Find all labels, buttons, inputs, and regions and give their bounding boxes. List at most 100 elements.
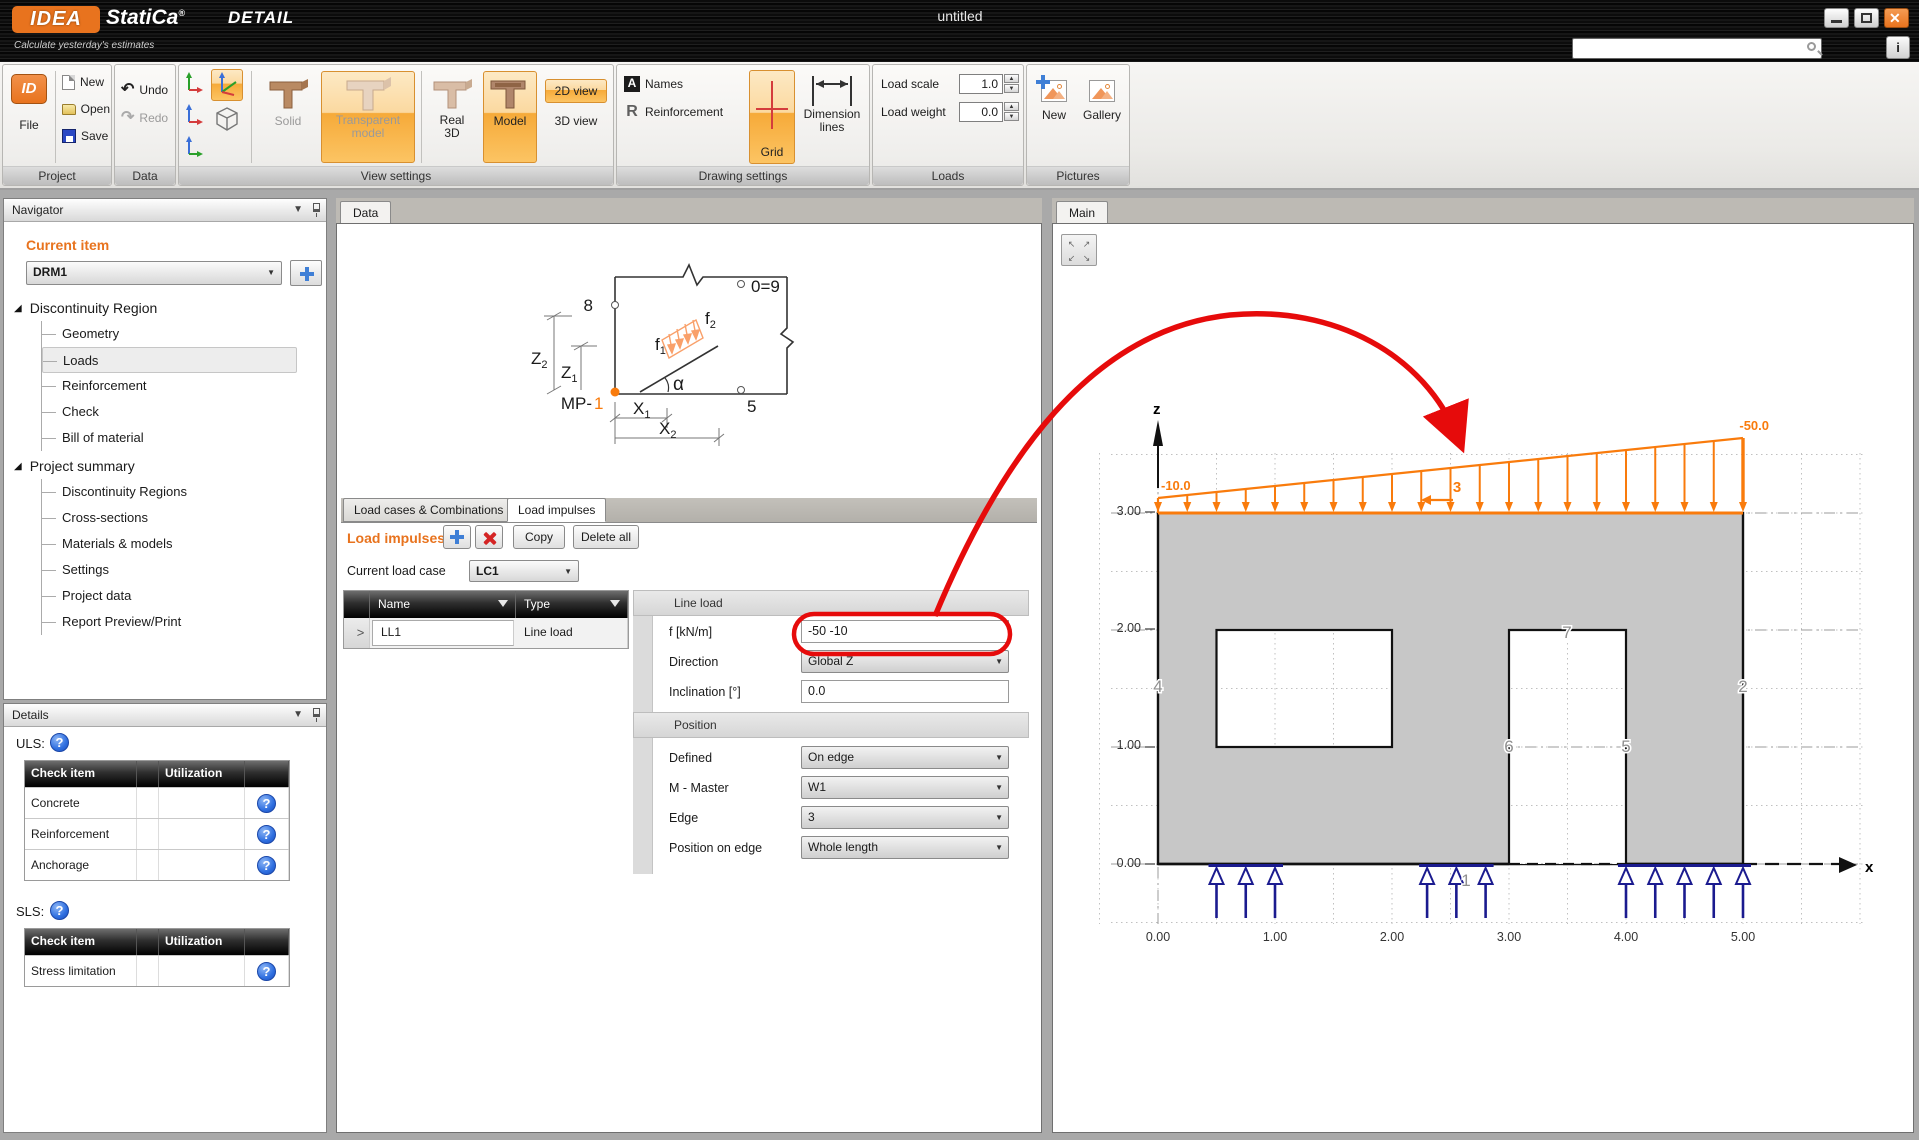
undo-button[interactable]: ↶ Undo <box>120 79 174 101</box>
add-load-button[interactable] <box>443 525 471 549</box>
current-load-case-select[interactable]: LC1 ▼ <box>469 560 579 582</box>
real-3d-button[interactable]: Real 3D <box>427 73 477 159</box>
search-icon[interactable] <box>1807 42 1816 51</box>
help-icon[interactable]: ? <box>257 961 276 981</box>
ribbon-group-data: ↶ Undo ↷ Redo Data <box>114 64 176 186</box>
filter-icon[interactable] <box>610 600 620 607</box>
axes-yx-button[interactable] <box>183 69 207 99</box>
model-button[interactable]: Model <box>483 71 537 163</box>
load-scale-down-icon[interactable]: ▼ <box>1004 84 1019 93</box>
table-row[interactable]: Reinforcement ? <box>25 818 289 849</box>
expander-icon[interactable]: ◢ <box>14 460 22 472</box>
edge-7-label: 7 <box>1562 623 1571 642</box>
axes-zy-button[interactable] <box>183 133 207 163</box>
load-scale-input[interactable]: 1.0 <box>959 74 1003 94</box>
edge-label: Edge <box>669 811 699 825</box>
tree-group-project-summary[interactable]: ◢ Project summary <box>14 453 314 479</box>
help-icon[interactable]: ? <box>257 793 276 813</box>
tree-item-reinforcement[interactable]: Reinforcement <box>42 373 314 399</box>
tree-item-report-preview-print[interactable]: Report Preview/Print <box>42 609 314 635</box>
copy-button[interactable]: Copy <box>513 525 565 549</box>
tab-load-impulses[interactable]: Load impulses <box>507 498 607 522</box>
help-icon[interactable]: ? <box>257 855 276 875</box>
load-weight-up-icon[interactable]: ▲ <box>1004 102 1019 111</box>
tree-item-geometry[interactable]: Geometry <box>42 321 314 347</box>
add-item-button[interactable] <box>290 260 322 286</box>
defined-select[interactable]: On edge ▼ <box>801 746 1009 769</box>
column-name[interactable]: Name <box>370 591 516 618</box>
axes-zx-button[interactable] <box>183 101 207 131</box>
details-pin-icon[interactable] <box>313 708 320 722</box>
picture-gallery-button[interactable]: Gallery <box>1079 79 1125 135</box>
redo-button[interactable]: ↷ Redo <box>120 107 174 129</box>
axes-3d-view-button[interactable] <box>211 69 243 101</box>
delete-all-button[interactable]: Delete all <box>573 525 639 549</box>
minimize-button[interactable] <box>1824 8 1849 28</box>
tab-data[interactable]: Data <box>340 201 392 224</box>
maximize-button[interactable] <box>1854 8 1879 28</box>
tab-load-cases-combinations[interactable]: Load cases & Combinations <box>343 498 515 522</box>
delete-load-button[interactable] <box>475 525 503 549</box>
details-header[interactable]: Details ▼ <box>4 704 326 727</box>
names-toggle[interactable]: A Names <box>623 73 743 95</box>
f-input[interactable]: -50 -10 <box>801 620 1009 643</box>
row-selector[interactable]: > <box>344 618 370 648</box>
open-button[interactable]: Open <box>61 98 111 120</box>
expander-icon[interactable]: ◢ <box>14 302 22 314</box>
details-collapse-icon[interactable]: ▼ <box>293 709 303 720</box>
save-button[interactable]: Save <box>61 125 111 147</box>
view-2d-button[interactable]: 2D view <box>545 79 607 103</box>
load-weight-input[interactable]: 0.0 <box>959 102 1003 122</box>
navigator-collapse-icon[interactable]: ▼ <box>293 204 303 215</box>
load-scale-up-icon[interactable]: ▲ <box>1004 74 1019 83</box>
load-name-cell[interactable]: LL1 <box>372 620 514 646</box>
search-input[interactable] <box>1576 40 1798 57</box>
edge-select[interactable]: 3 ▼ <box>801 806 1009 829</box>
tree-item-discontinuity-regions[interactable]: Discontinuity Regions <box>42 479 314 505</box>
tree-item-loads[interactable]: Loads <box>42 347 297 373</box>
tree-item-settings[interactable]: Settings <box>42 557 314 583</box>
tree-item-materials-models[interactable]: Materials & models <box>42 531 314 557</box>
info-button[interactable]: i <box>1886 36 1910 59</box>
main-view-panel[interactable]: ↖ ↗ ↙ ↘ 3.00 2.00 1.00 0.00 0.00 1.00 2.… <box>1052 223 1914 1133</box>
f2-label: f2 <box>705 309 716 331</box>
inclination-input[interactable]: 0.0 <box>801 680 1009 703</box>
uls-help-icon[interactable]: ? <box>50 733 69 752</box>
table-row[interactable]: Stress limitation ? <box>25 955 289 986</box>
tree-item-bill-of-material[interactable]: Bill of material <box>42 425 314 451</box>
table-row[interactable]: Anchorage ? <box>25 849 289 880</box>
transparent-model-button[interactable]: Transparent model <box>321 71 415 163</box>
tree-item-cross-sections[interactable]: Cross-sections <box>42 505 314 531</box>
dimension-lines-toggle[interactable]: Dimension lines <box>799 73 865 163</box>
table-row[interactable]: Concrete ? <box>25 787 289 818</box>
table-row-ll1[interactable]: > LL1 Line load <box>344 618 628 648</box>
z-tick: 1.00 <box>1117 738 1141 752</box>
help-icon[interactable]: ? <box>257 824 276 844</box>
zoom-extents-button[interactable]: ↖ ↗ ↙ ↘ <box>1061 234 1097 266</box>
tree-item-check[interactable]: Check <box>42 399 314 425</box>
cube-view-button[interactable] <box>211 105 243 137</box>
direction-select[interactable]: Global Z ▼ <box>801 650 1009 673</box>
navigator-pin-icon[interactable] <box>313 203 320 217</box>
master-select[interactable]: W1 ▼ <box>801 776 1009 799</box>
position-on-edge-select[interactable]: Whole length ▼ <box>801 836 1009 859</box>
grid-toggle[interactable]: Grid <box>749 70 795 164</box>
column-type[interactable]: Type <box>516 591 628 618</box>
file-button[interactable]: ID File <box>7 73 51 135</box>
current-item-select[interactable]: DRM1 ▼ <box>26 261 282 285</box>
navigator-header[interactable]: Navigator ▼ <box>4 199 326 222</box>
close-button[interactable]: ✕ <box>1884 8 1909 28</box>
reinforcement-toggle[interactable]: R Reinforcement <box>623 101 753 123</box>
tab-main[interactable]: Main <box>1056 201 1109 224</box>
data-tabstrip: Data <box>336 198 1042 224</box>
tree-item-project-data[interactable]: Project data <box>42 583 314 609</box>
view-3d-button[interactable]: 3D view <box>545 109 607 133</box>
tree-group-discontinuity-region[interactable]: ◢ Discontinuity Region <box>14 295 314 321</box>
solid-button[interactable]: Solid <box>259 73 317 159</box>
picture-new-button[interactable]: New <box>1033 75 1075 135</box>
structure-drawing[interactable]: 3.00 2.00 1.00 0.00 0.00 1.00 2.00 3.00 … <box>1053 224 1913 1130</box>
filter-icon[interactable] <box>498 600 508 607</box>
sls-help-icon[interactable]: ? <box>50 901 69 920</box>
load-weight-down-icon[interactable]: ▼ <box>1004 112 1019 121</box>
new-button[interactable]: New <box>61 71 111 93</box>
